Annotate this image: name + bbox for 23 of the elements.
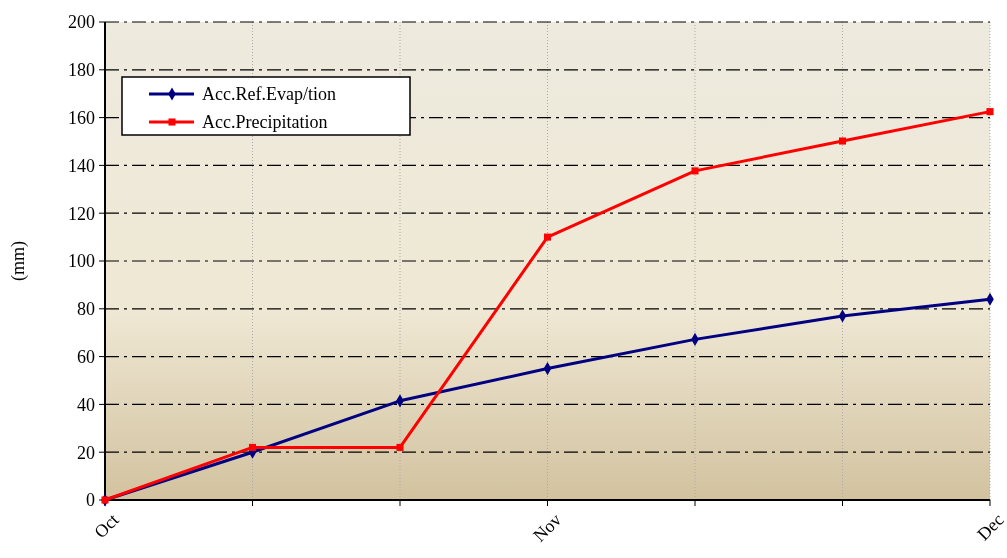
y-tick-label: 80 bbox=[77, 299, 95, 320]
x-tick-label: Dec bbox=[973, 509, 1007, 545]
x-tick-label: Nov bbox=[529, 509, 566, 546]
point bbox=[248, 443, 257, 451]
y-tick-label: 200 bbox=[68, 12, 95, 33]
y-tick-label: 60 bbox=[77, 346, 95, 367]
point bbox=[543, 233, 552, 241]
legend-label: Acc.Ref.Evap/tion bbox=[202, 84, 336, 105]
y-tick-label: 100 bbox=[68, 251, 95, 272]
y-tick-label: 160 bbox=[68, 107, 95, 128]
legend-label: Acc.Precipitation bbox=[202, 112, 328, 133]
point bbox=[986, 108, 994, 116]
y-tick-label: 20 bbox=[77, 442, 95, 463]
x-tick-label: Oct bbox=[90, 509, 123, 543]
point bbox=[691, 167, 699, 175]
point bbox=[838, 137, 847, 145]
y-tick-label: 180 bbox=[68, 60, 95, 81]
y-tick-label: 120 bbox=[68, 203, 95, 224]
y-tick-label: 40 bbox=[77, 394, 95, 415]
y-tick-label: 0 bbox=[86, 490, 95, 511]
point bbox=[396, 443, 404, 451]
y-axis-title: (mm) bbox=[8, 241, 29, 281]
y-tick-label: 140 bbox=[68, 155, 95, 176]
